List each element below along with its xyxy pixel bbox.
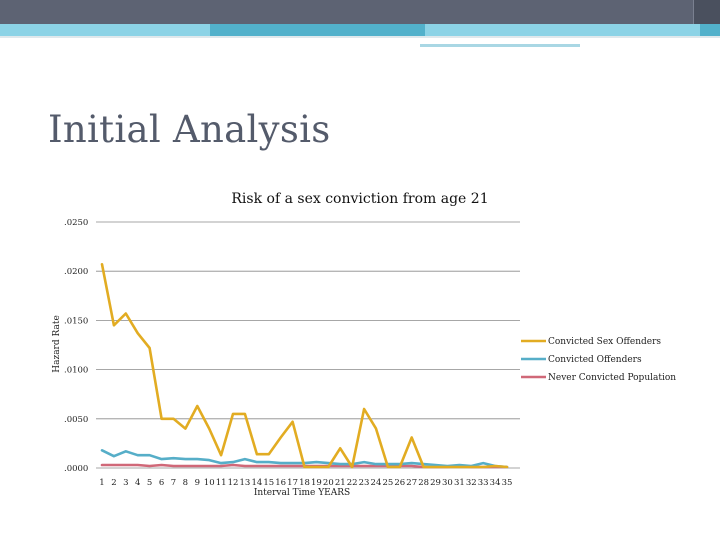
x-tick-label: 35 [502,478,513,488]
slide-accent-band [0,24,720,36]
slide-divider-line [0,36,720,38]
x-tick-label: 12 [228,478,239,488]
x-tick-label: 9 [195,478,200,488]
legend-label: Convicted Offenders [548,355,642,365]
y-axis-ticks: .0000 .0050 .0100 .0150 .0200 .0250 [64,218,88,474]
y-tick-label: .0150 [64,316,88,326]
x-tick-label: 33 [478,478,489,488]
y-tick-label: .0050 [64,415,88,425]
x-tick-label: 20 [323,478,334,488]
chart-title: Risk of a sex conviction from age 21 [231,191,488,207]
x-tick-label: 28 [418,478,429,488]
accent-segment [0,24,210,36]
series-line-0 [100,262,509,469]
top-bar-divider [693,0,694,24]
accent-segment [425,24,700,36]
x-tick-label: 34 [490,478,501,488]
y-tick-label: .0100 [64,366,88,376]
x-tick-label: 30 [442,478,453,488]
top-bar-corner [694,0,720,24]
x-tick-label: 25 [382,478,393,488]
x-tick-label: 6 [159,478,164,488]
x-axis-ticks: 1 2 3 4 5 6 7 8 9 10 11 12 13 14 15 16 17 18 19 20 21 22 23 24 2… [99,478,512,488]
x-tick-label: 10 [204,478,215,488]
y-tick-label: .0250 [64,218,88,228]
x-tick-label: 8 [183,478,188,488]
x-tick-label: 32 [466,478,477,488]
chart-legend: Convicted Sex Offenders Convicted Offende… [521,337,676,383]
x-tick-label: 14 [251,478,262,488]
x-tick-label: 7 [171,478,176,488]
x-tick-label: 27 [406,478,417,488]
y-tick-label: .0000 [64,464,88,474]
x-tick-label: 23 [359,478,370,488]
legend-label: Never Convicted Population [548,373,676,383]
x-tick-label: 22 [347,478,358,488]
x-tick-label: 16 [275,478,286,488]
x-tick-label: 4 [135,478,140,488]
y-tick-label: .0200 [64,267,88,277]
slide-title: Initial Analysis [48,108,331,151]
x-tick-label: 2 [111,478,116,488]
x-tick-label: 21 [335,478,346,488]
series-lines [100,262,509,469]
x-tick-label: 26 [394,478,405,488]
x-tick-label: 1 [99,478,104,488]
x-tick-label: 29 [430,478,441,488]
x-tick-label: 11 [216,478,227,488]
x-tick-label: 24 [371,478,382,488]
x-tick-label: 31 [454,478,465,488]
x-tick-label: 15 [263,478,274,488]
slide-accent-line [420,44,580,47]
legend-label: Convicted Sex Offenders [548,337,661,347]
slide-top-bar [0,0,720,24]
x-tick-label: 19 [311,478,322,488]
x-tick-label: 17 [287,478,298,488]
x-axis-label: Interval Time YEARS [254,488,350,498]
gridlines [96,221,520,469]
x-tick-label: 18 [299,478,310,488]
x-tick-label: 3 [123,478,128,488]
x-tick-label: 5 [147,478,152,488]
y-axis-label: Hazard Rate [52,315,62,373]
x-tick-label: 13 [240,478,251,488]
